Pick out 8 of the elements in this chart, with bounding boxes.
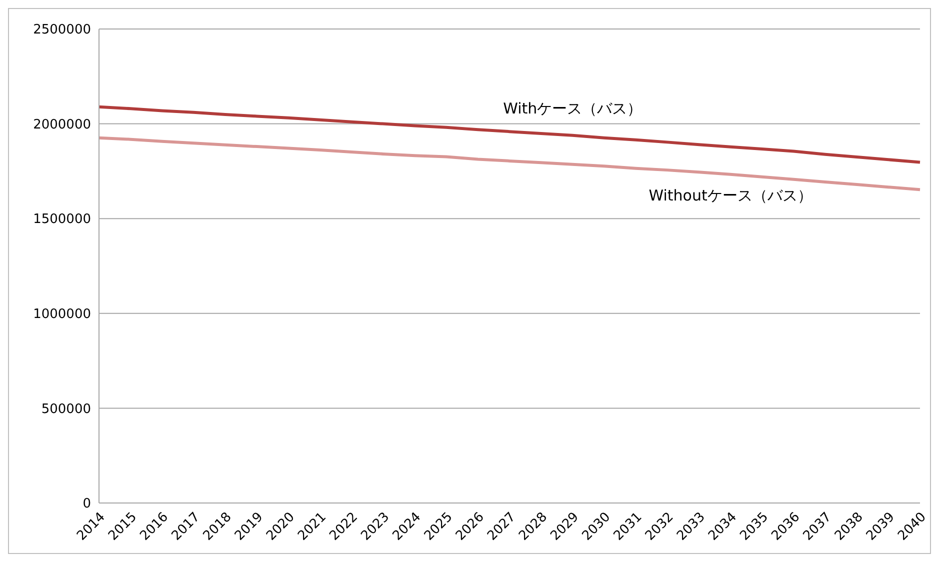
- y-tick-label: 2500000: [33, 22, 91, 38]
- series-label: Withoutケース（バス）: [648, 186, 812, 204]
- series-label: Withケース（バス）: [503, 99, 642, 118]
- y-tick-label: 0: [82, 496, 91, 512]
- y-tick-label: 1500000: [33, 212, 91, 228]
- y-tick-label: 500000: [41, 402, 91, 417]
- y-tick-label: 1000000: [33, 307, 91, 322]
- y-tick-label: 2000000: [33, 117, 91, 132]
